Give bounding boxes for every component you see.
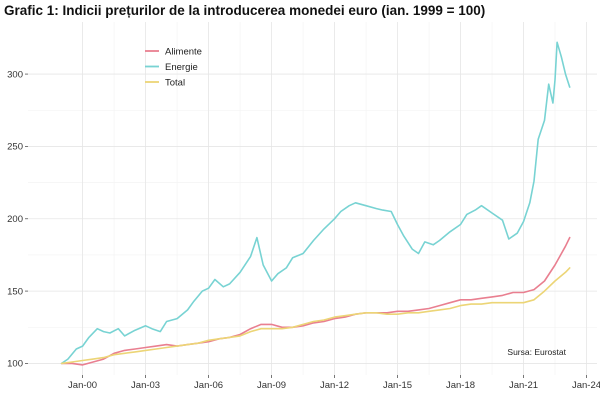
x-axis-ticks: Jan-00 Jan-03 Jan-06 Jan-09 Jan-12 Jan-15 Jan-… (68, 375, 600, 391)
grid (28, 22, 597, 375)
y-tick-label: 250 (7, 142, 23, 153)
x-tick-label: Jan-24 (572, 380, 600, 391)
series-line-total (60, 267, 571, 365)
x-tick-label: Jan-12 (320, 380, 349, 391)
source-note: Sursa: Eurostat (507, 347, 566, 357)
series-line-alimente (60, 236, 571, 366)
x-tick-label: Jan-06 (194, 380, 223, 391)
legend: Alimente Energie Total (145, 46, 202, 88)
legend-label-alimente: Alimente (165, 46, 202, 57)
y-axis-ticks: 100 150 200 250 300 (7, 69, 28, 370)
y-tick-label: 100 (7, 359, 23, 370)
y-tick-label: 200 (7, 214, 23, 225)
legend-label-energie: Energie (165, 62, 198, 73)
series-line-energie (60, 41, 571, 365)
x-tick-label: Jan-18 (446, 380, 475, 391)
y-tick-label: 300 (7, 69, 23, 80)
y-tick-label: 150 (7, 286, 23, 297)
x-tick-label: Jan-09 (257, 380, 286, 391)
x-tick-label: Jan-03 (131, 380, 160, 391)
x-tick-label: Jan-15 (383, 380, 412, 391)
x-tick-label: Jan-21 (509, 380, 538, 391)
legend-label-total: Total (165, 77, 185, 88)
series-lines (60, 41, 571, 366)
chart-title: Grafic 1: Indicii prețurilor de la intro… (4, 3, 486, 18)
x-tick-label: Jan-00 (68, 380, 97, 391)
